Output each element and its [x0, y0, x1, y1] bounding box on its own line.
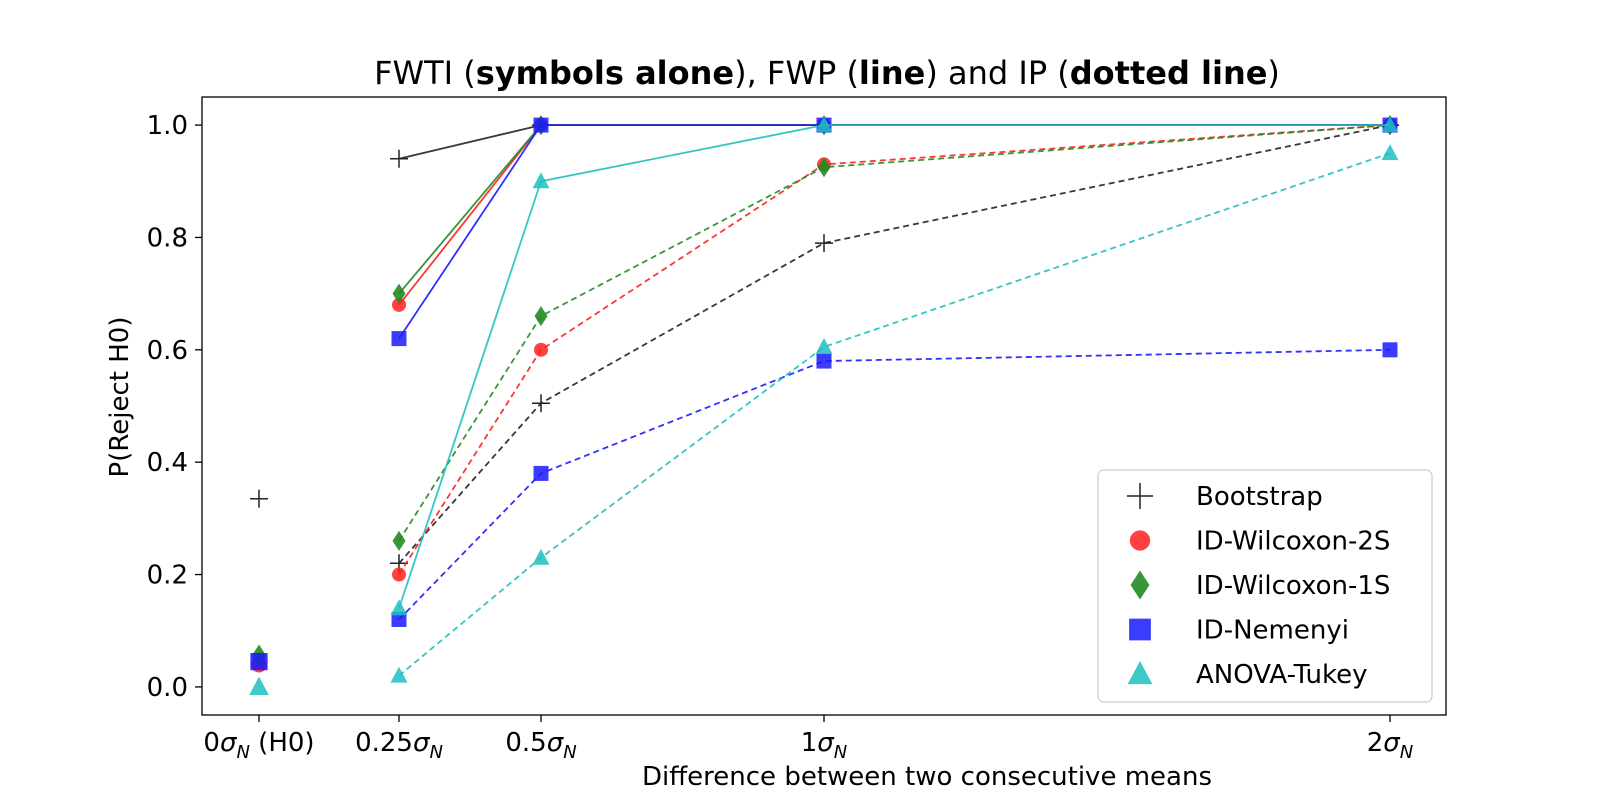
fwp-line	[398, 124, 1390, 306]
legend-label: Bootstrap	[1196, 482, 1323, 512]
ip-point	[1382, 342, 1398, 358]
x-tick-label: 0.25σN	[355, 728, 443, 763]
title-part: FWTI (	[374, 54, 476, 92]
legend-label: ID-Wilcoxon-2S	[1196, 527, 1390, 557]
legend-marker	[1129, 530, 1151, 551]
fwp-point	[392, 283, 406, 304]
legend-entry: ID-Nemenyi	[1129, 616, 1349, 646]
title-part: symbols alone	[476, 54, 734, 92]
x-axis-label: Difference between two consecutive means	[642, 762, 1212, 792]
ip-point	[815, 338, 833, 355]
fwti-point	[250, 489, 268, 508]
ip-point	[392, 567, 406, 582]
fwp-point	[1381, 116, 1399, 133]
y-tick-label: 0.6	[147, 336, 188, 366]
chart-title: FWTI (symbols alone), FWP (line) and IP …	[374, 54, 1280, 92]
fwp-point	[532, 172, 550, 189]
legend-marker	[1129, 618, 1151, 641]
fwp-point	[533, 117, 549, 133]
ip-point	[816, 353, 832, 369]
ip-point	[817, 157, 831, 178]
title-part: ) and IP (	[925, 54, 1069, 92]
fwp-point	[390, 149, 408, 168]
y-axis-label: P(Reject H0)	[105, 317, 135, 478]
x-tick-label: 0.5σN	[505, 728, 576, 763]
ip-point	[391, 611, 407, 627]
ip-line	[398, 152, 1391, 677]
ip-point	[533, 465, 549, 481]
ip-line	[398, 124, 1391, 576]
legend-entry: ID-Wilcoxon-2S	[1129, 527, 1390, 557]
legend-entry: ID-Wilcoxon-1S	[1130, 570, 1390, 601]
y-tick-label: 0.8	[147, 223, 188, 253]
fwp-point	[391, 331, 407, 347]
y-tick-label: 0.2	[147, 561, 188, 591]
legend-marker	[1126, 482, 1154, 510]
series-anova-tukey	[249, 116, 1399, 695]
title-part: line	[859, 54, 925, 92]
legend-box	[1097, 469, 1433, 703]
x-tick-label: 0σN (H0)	[203, 728, 314, 763]
title-part: dotted line	[1070, 54, 1268, 92]
legend-label: ID-Nemenyi	[1196, 616, 1349, 646]
x-tick-label: 1σN	[801, 728, 848, 763]
x-tick-label: 2σN	[1367, 728, 1414, 763]
legend-marker	[1127, 660, 1153, 685]
fwti-point	[250, 653, 268, 671]
y-tick-label: 1.0	[147, 111, 188, 141]
ip-point	[534, 306, 548, 327]
ip-line	[398, 124, 1391, 542]
fwp-point	[390, 599, 408, 616]
plot-area: 0.0 0.2 0.4 0.6 0.8 1.0 0σN (H0) 0.25σN 0.5σN 1σN…	[147, 96, 1447, 763]
ip-point	[815, 234, 833, 253]
fwp-line	[398, 124, 1390, 340]
legend-label: ANOVA-Tukey	[1196, 660, 1368, 690]
ip-point	[532, 394, 550, 413]
title-part: )	[1267, 54, 1279, 92]
y-tick-label: 0.0	[147, 673, 188, 703]
fwp-point	[392, 297, 406, 312]
title-part: ), FWP (	[734, 54, 859, 92]
fwp-line	[398, 124, 1390, 295]
legend: Bootstrap ID-Wilcoxon-2S ID-Wilcoxon-1S ID-…	[1097, 469, 1433, 703]
fwti-point	[249, 676, 269, 695]
legend-entry: ANOVA-Tukey	[1127, 660, 1368, 690]
ip-point	[392, 530, 406, 551]
ip-point	[534, 342, 548, 357]
ip-line	[398, 348, 1391, 621]
fwp-point	[815, 116, 833, 133]
ip-point	[532, 548, 550, 565]
ip-point	[1381, 144, 1399, 161]
legend-entry: Bootstrap	[1126, 482, 1323, 512]
y-tick-label: 0.4	[147, 448, 188, 478]
fwp-line	[398, 124, 1390, 609]
legend-label: ID-Wilcoxon-1S	[1196, 571, 1390, 601]
ip-point	[390, 666, 408, 683]
legend-marker	[1130, 570, 1150, 600]
